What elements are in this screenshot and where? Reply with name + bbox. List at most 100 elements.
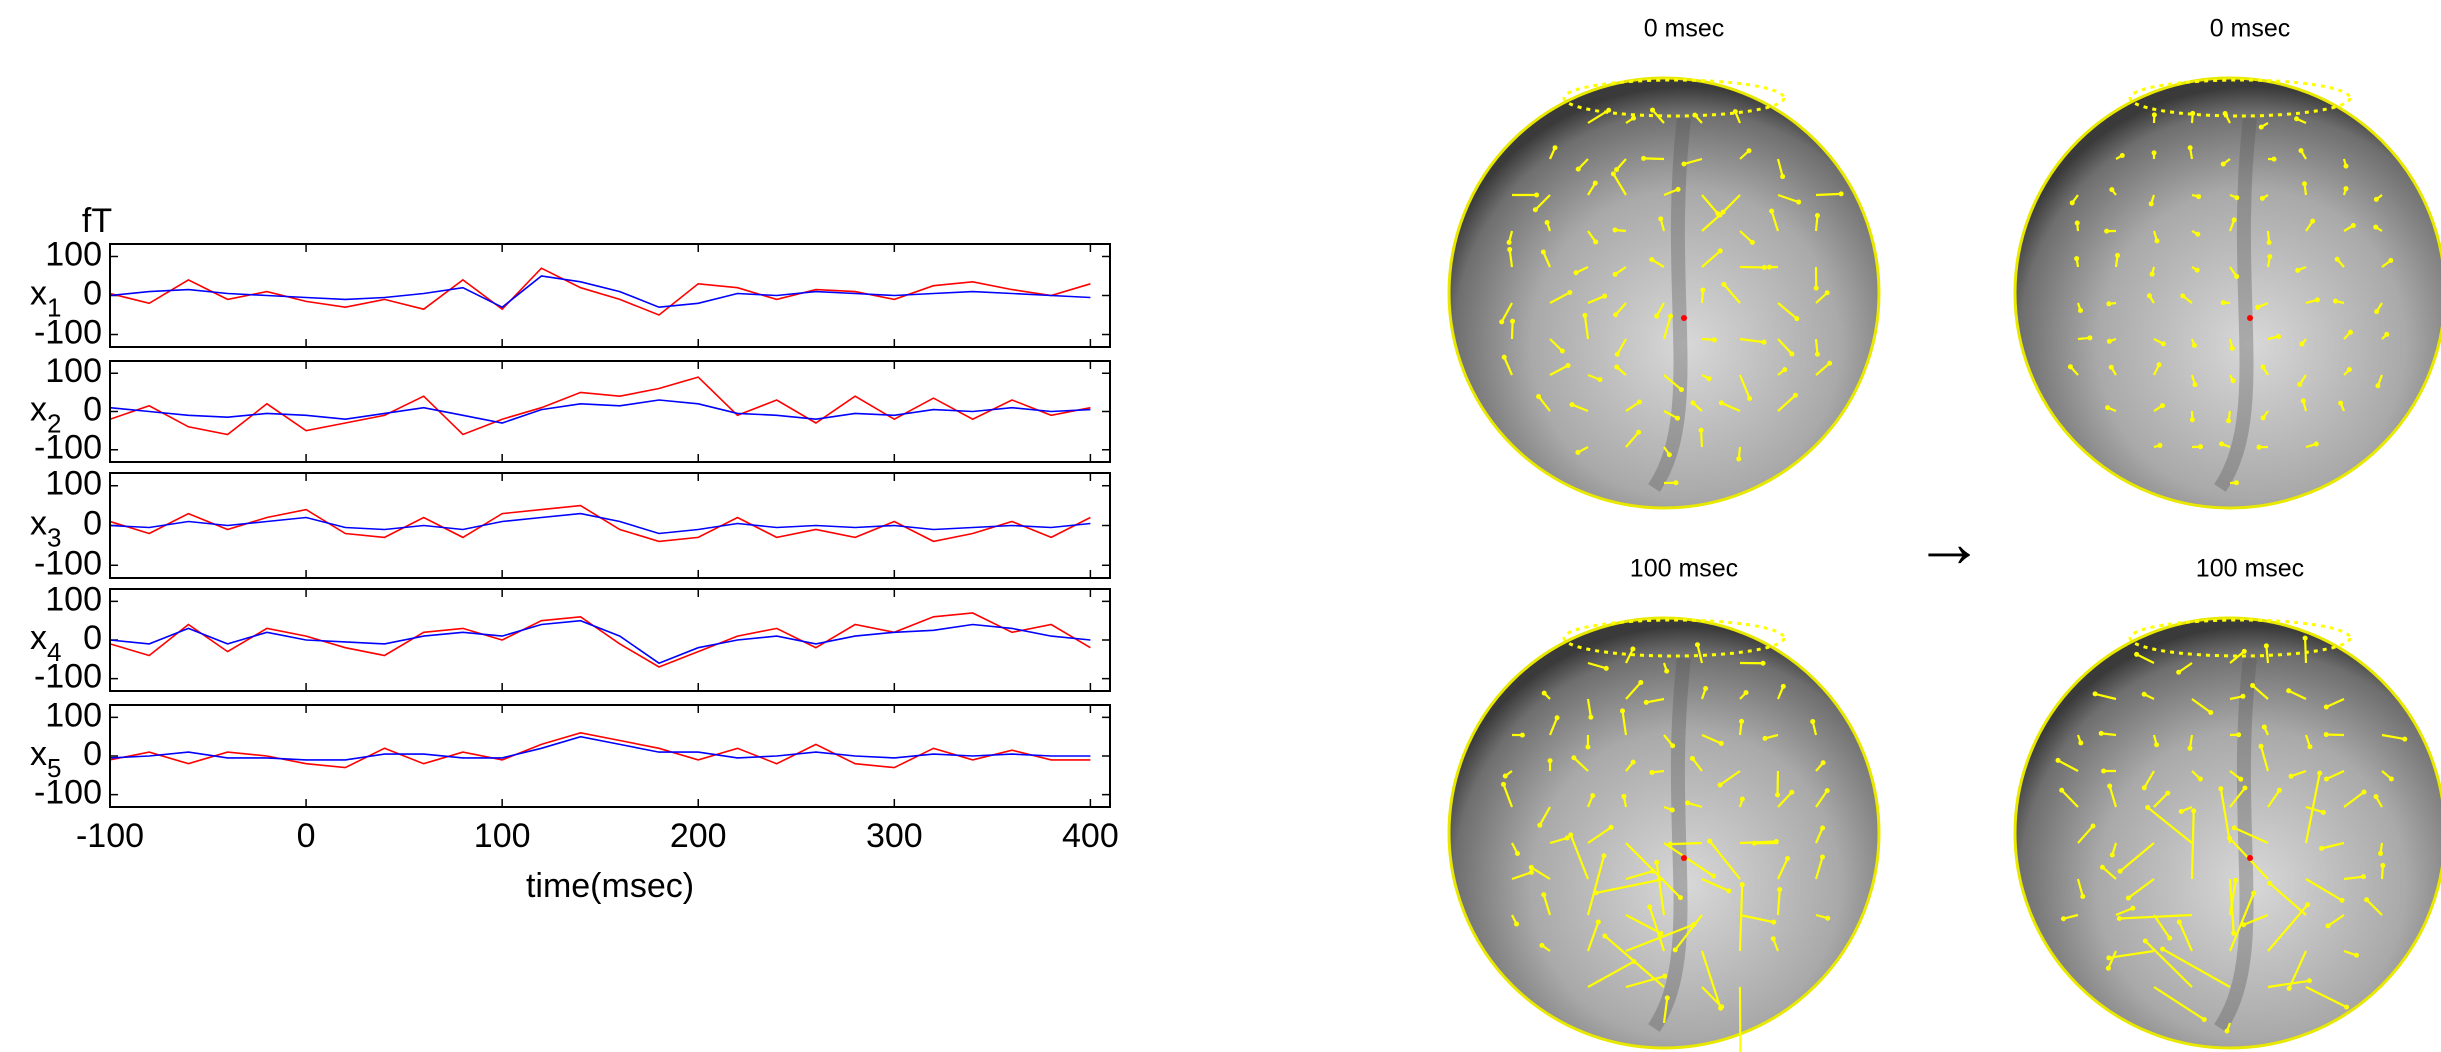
arrow-head bbox=[2125, 895, 2131, 901]
vector-arrow bbox=[1655, 302, 1665, 317]
arrow-head bbox=[2319, 845, 2325, 851]
arrow-head bbox=[1838, 191, 1844, 197]
vector-arrow bbox=[1587, 960, 1635, 988]
vector-arrow bbox=[1616, 338, 1627, 355]
vector-arrow bbox=[1777, 193, 1800, 204]
vector-arrow bbox=[1655, 862, 1666, 916]
vector-arrow bbox=[2365, 898, 2383, 916]
vector-arrow bbox=[1738, 374, 1751, 399]
arrow-head bbox=[1707, 838, 1713, 844]
signal-line bbox=[109, 267, 1091, 316]
vector-arrow bbox=[2190, 810, 2195, 880]
arrow-head bbox=[2189, 417, 2195, 423]
arrow-head bbox=[2226, 418, 2232, 424]
arrow-head bbox=[1747, 396, 1753, 402]
arrow-head bbox=[1539, 942, 1545, 948]
arrow-head bbox=[1698, 427, 1704, 433]
arrow-head bbox=[2333, 298, 2339, 304]
panel-label-letter: x bbox=[30, 504, 47, 542]
arrow-head bbox=[2276, 787, 2282, 793]
arrow-head bbox=[2105, 965, 2111, 971]
arrow-head bbox=[1820, 825, 1826, 831]
pole-ring bbox=[2128, 78, 2352, 118]
arrow-head bbox=[1610, 171, 1616, 177]
arrow-head bbox=[1700, 287, 1706, 293]
arrow-head bbox=[2323, 732, 2329, 738]
arrow-head bbox=[1769, 208, 1775, 214]
vector-arrow bbox=[1721, 401, 1741, 413]
arrow-head bbox=[2130, 905, 2136, 911]
arrow-head bbox=[2069, 200, 2075, 206]
panel-label: x2 bbox=[30, 390, 61, 438]
vector-arrow bbox=[2326, 769, 2345, 780]
arrow-head bbox=[2255, 304, 2261, 310]
arrow-head bbox=[1739, 718, 1745, 724]
arrow-head bbox=[1820, 760, 1826, 766]
vector-arrow bbox=[2057, 759, 2079, 772]
arrow-head bbox=[1567, 289, 1573, 295]
vector-arrow bbox=[1776, 889, 1781, 916]
arrow-head bbox=[2220, 300, 2226, 306]
y-tick-label: -100 bbox=[34, 313, 102, 351]
vector-arrow bbox=[1625, 870, 1654, 881]
arrow-head bbox=[1641, 155, 1647, 161]
vector-arrow bbox=[1586, 855, 1606, 916]
panel-frame bbox=[109, 704, 1111, 808]
vector-arrow bbox=[1670, 841, 1703, 846]
vector-arrow bbox=[1573, 756, 1589, 772]
vector-arrow bbox=[1651, 109, 1665, 124]
arrow-head bbox=[2325, 923, 2331, 929]
vector-arrow bbox=[1612, 173, 1627, 196]
arrow-head bbox=[2195, 231, 2201, 237]
arrow-head bbox=[2236, 732, 2242, 738]
arrow-head bbox=[1681, 161, 1687, 167]
arrow-head bbox=[2074, 220, 2080, 226]
arrow-head bbox=[1631, 115, 1637, 121]
arrow-head bbox=[2157, 442, 2163, 448]
panel-label-letter: x bbox=[30, 735, 47, 773]
arrow-head bbox=[2250, 683, 2256, 689]
vector-arrow bbox=[1534, 194, 1551, 211]
arrow-head bbox=[1689, 755, 1695, 761]
arrow-head bbox=[1571, 755, 1577, 761]
vector-arrow bbox=[2229, 650, 2245, 664]
arrow-head bbox=[1593, 890, 1599, 896]
unit-label: fT bbox=[82, 202, 112, 240]
vector-arrow bbox=[2178, 921, 2194, 952]
vector-arrow bbox=[1537, 395, 1551, 412]
arrow-head bbox=[2343, 186, 2349, 192]
arrow-head bbox=[1760, 660, 1766, 666]
arrow-head bbox=[1751, 840, 1757, 846]
arrow-head bbox=[2087, 335, 2093, 341]
arrow-head bbox=[1612, 227, 1618, 233]
arrow-head bbox=[1825, 915, 1831, 921]
arrow-head bbox=[2178, 808, 2184, 814]
vector-arrow bbox=[1700, 950, 1722, 1009]
vector-arrow bbox=[2325, 697, 2345, 709]
arrow-head bbox=[1732, 109, 1738, 115]
arrow-head bbox=[1664, 668, 1670, 674]
arrow-head bbox=[1614, 351, 1620, 357]
arrow-head bbox=[2297, 381, 2303, 387]
sphere-title: 0 msec bbox=[1644, 15, 1725, 43]
arrow-head bbox=[2101, 768, 2107, 774]
arrow-head bbox=[2154, 238, 2160, 244]
arrow-head bbox=[1771, 919, 1777, 925]
y-tick-label: 100 bbox=[45, 580, 102, 618]
arrow-head bbox=[2187, 745, 2193, 751]
arrow-head bbox=[1636, 429, 1642, 435]
vector-arrow bbox=[1542, 894, 1552, 916]
arrow-head bbox=[1654, 859, 1660, 865]
arrow-head bbox=[1602, 293, 1608, 299]
arrow-head bbox=[1514, 850, 1520, 856]
arrow-head bbox=[1670, 743, 1676, 749]
arrow-head bbox=[1721, 281, 1727, 287]
arrow-head bbox=[2263, 643, 2269, 649]
signal-line bbox=[109, 735, 1091, 761]
x-tick-label: 300 bbox=[866, 817, 923, 855]
arrow-head bbox=[1614, 364, 1620, 370]
arrow-head bbox=[2145, 804, 2151, 810]
vector-arrow bbox=[2153, 792, 2169, 808]
arrow-head bbox=[1675, 186, 1681, 192]
vector-arrow bbox=[1646, 697, 1665, 704]
